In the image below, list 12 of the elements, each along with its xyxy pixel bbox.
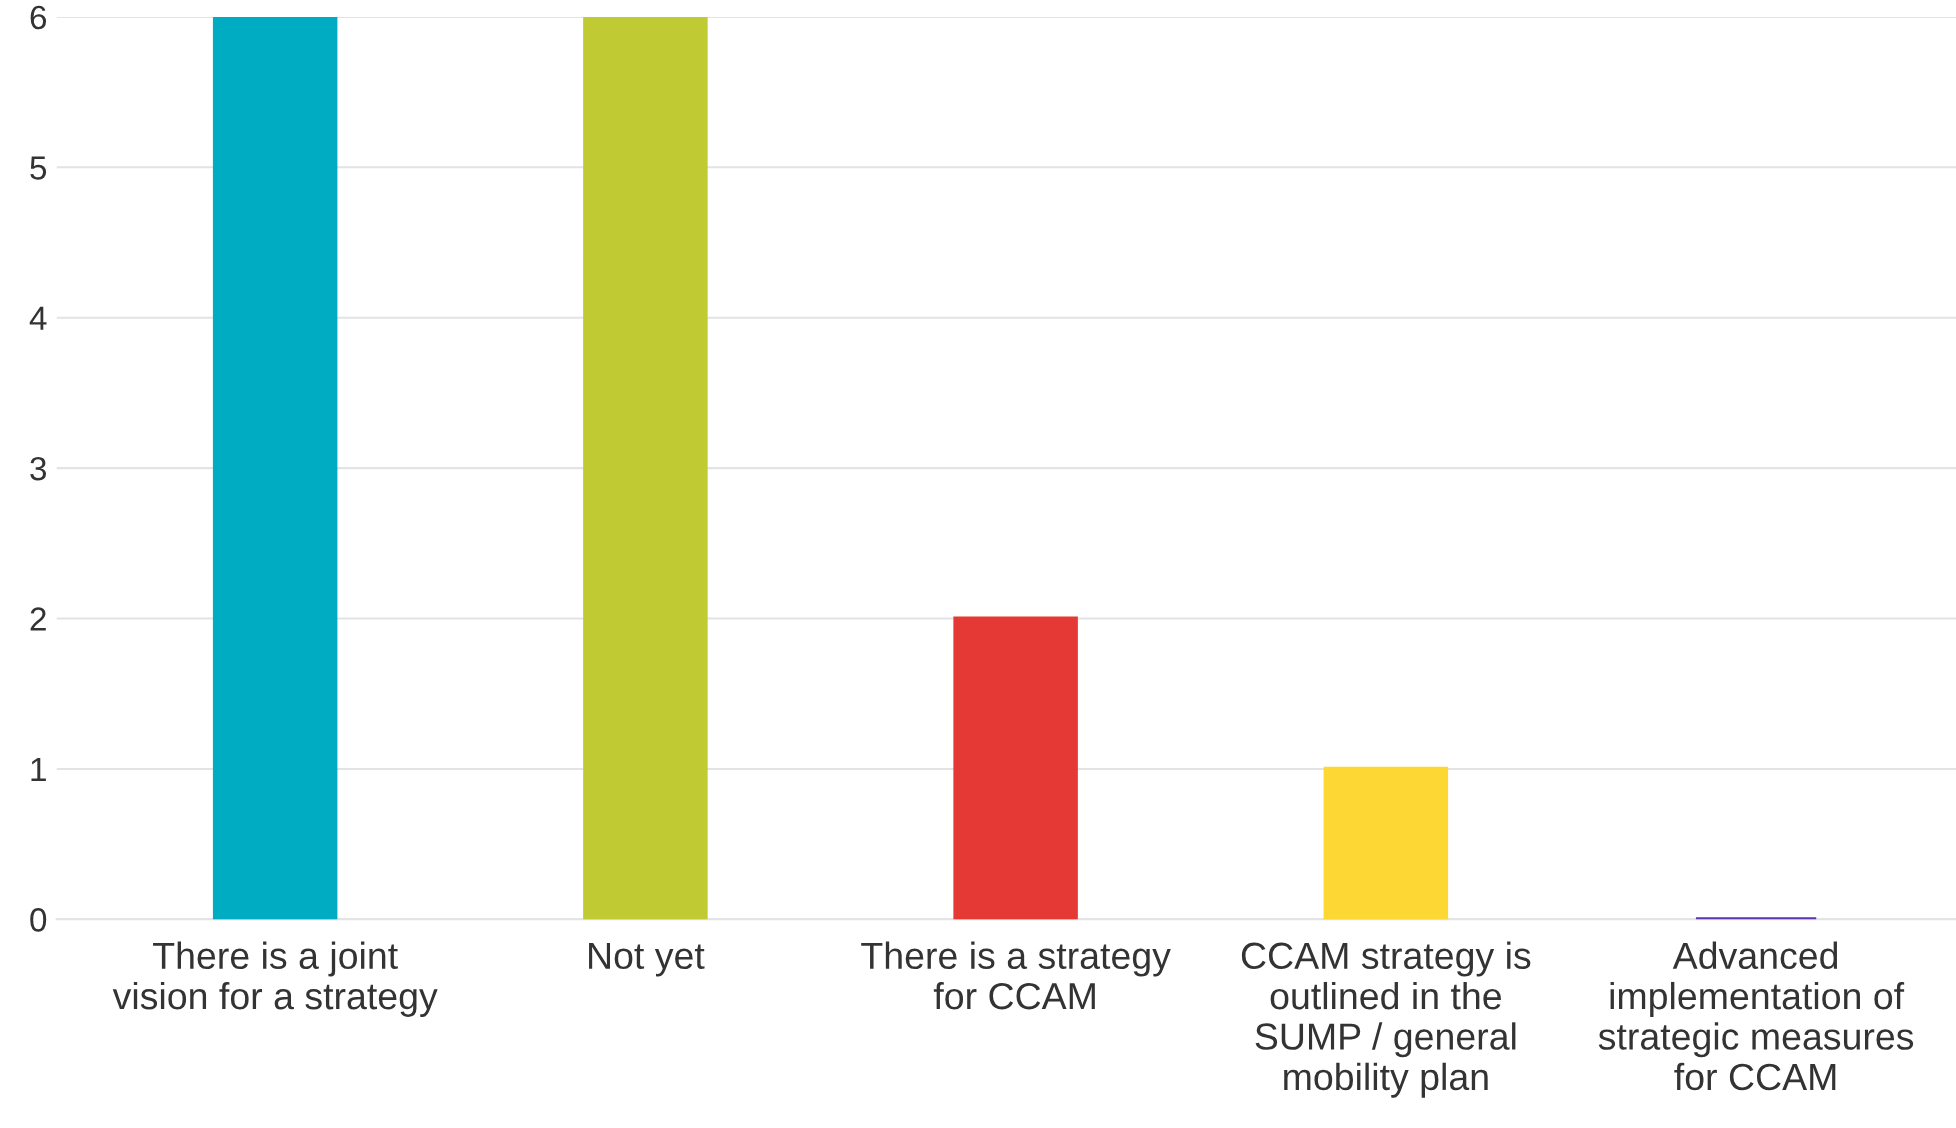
x-tick-label: There is a strategy for CCAM: [861, 941, 1171, 1010]
y-tick-label: 6: [30, 5, 47, 30]
y-tick-label: 2: [30, 607, 46, 631]
x-tick-label: There is a joint vision for a strategy: [112, 941, 438, 1017]
y-tick-label: 1: [31, 758, 46, 781]
x-tick-label: CCAM strategy is outlined in the SUMP / general mobility plan: [1241, 941, 1531, 1098]
x-tick-label: Advanced implementation of strategic measures for CCAM: [1598, 941, 1914, 1091]
y-tick-label: 0: [30, 908, 47, 932]
y-tick-label: 5: [30, 156, 47, 180]
y-tick-label: 3: [30, 456, 47, 481]
y-tick-label: 4: [29, 306, 47, 330]
x-tick-label: Not yet: [589, 942, 705, 977]
